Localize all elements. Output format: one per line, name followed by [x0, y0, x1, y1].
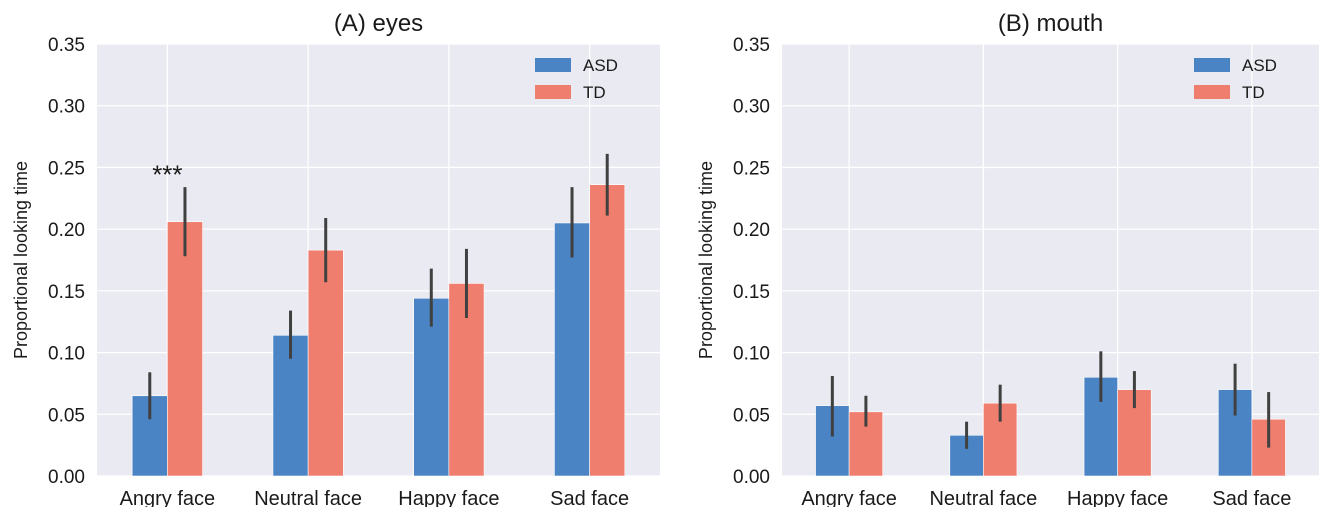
y-tick-label: 0.05	[48, 405, 85, 426]
y-axis-label: Proportional looking time	[11, 161, 31, 359]
y-tick-label: 0.20	[733, 220, 770, 241]
y-tick-label: 0.30	[48, 97, 85, 118]
y-tick-label: 0.25	[733, 158, 770, 179]
x-tick-label: Angry face	[120, 488, 216, 507]
x-tick-label: Neutral face	[254, 488, 362, 507]
bar-td	[167, 221, 203, 477]
x-tick-label: Angry face	[801, 488, 897, 507]
y-tick-label: 0.15	[48, 282, 85, 303]
chart-panel-2: 0.00 0.05 0.10 0.15 0.20 0.25 0.30 0.35 Angry fa…	[696, 10, 1319, 507]
legend-label-asd: ASD	[1242, 56, 1277, 75]
legend-label-td: TD	[583, 83, 606, 102]
y-tick-label: 0.00	[733, 467, 770, 488]
y-tick-label: 0.30	[733, 97, 770, 118]
legend: ASD TD	[535, 56, 618, 102]
legend-swatch-td	[1194, 85, 1230, 99]
chart-panel-1: 0.00 0.05 0.10 0.15 0.20 0.25 0.30 0.35 Angry fa…	[11, 10, 660, 507]
y-tick-label: 0.25	[48, 158, 85, 179]
chart-title: (B) mouth	[998, 10, 1103, 37]
y-tick-label: 0.35	[733, 35, 770, 56]
y-tick-label: 0.35	[48, 35, 85, 56]
x-tick-label: Sad face	[550, 488, 629, 507]
bar-asd	[413, 297, 450, 477]
legend: ASD TD	[1194, 56, 1277, 102]
legend-swatch-td	[535, 85, 571, 99]
legend-label-td: TD	[1242, 83, 1265, 102]
y-axis-label: Proportional looking time	[696, 161, 716, 359]
bar-td	[307, 249, 344, 477]
x-tick-label: Neutral face	[929, 488, 1037, 507]
x-tick-label: Happy face	[1067, 488, 1168, 507]
y-tick-label: 0.05	[733, 405, 770, 426]
significance-annotation: ***	[152, 160, 182, 190]
y-tick-label: 0.10	[48, 344, 85, 365]
legend-swatch-asd	[1194, 58, 1230, 72]
legend-swatch-asd	[535, 58, 571, 72]
y-tick-label: 0.00	[48, 467, 85, 488]
y-tick-label: 0.15	[733, 282, 770, 303]
chart-title: (A) eyes	[334, 10, 423, 37]
bar-td	[589, 184, 626, 477]
legend-label-asd: ASD	[583, 56, 618, 75]
bar-asd	[554, 222, 590, 477]
y-tick-label: 0.20	[48, 220, 85, 241]
x-tick-label: Sad face	[1212, 488, 1291, 507]
x-tick-label: Happy face	[398, 488, 499, 507]
y-tick-label: 0.10	[733, 344, 770, 365]
